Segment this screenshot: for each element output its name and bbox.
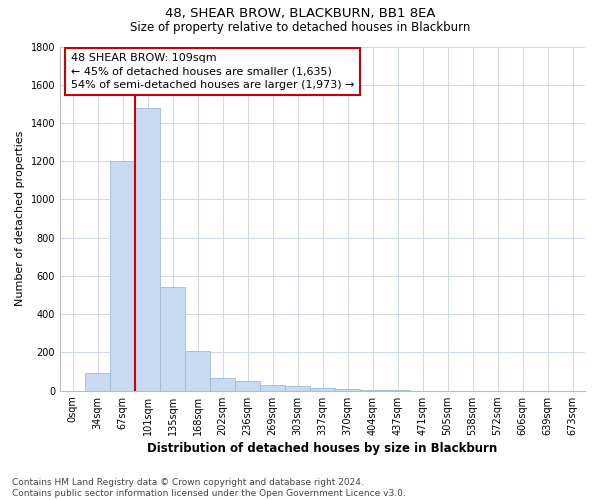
Text: Contains HM Land Registry data © Crown copyright and database right 2024.
Contai: Contains HM Land Registry data © Crown c… xyxy=(12,478,406,498)
Bar xyxy=(235,381,260,390)
Bar xyxy=(260,385,285,390)
Bar xyxy=(85,374,110,390)
Text: 48, SHEAR BROW, BLACKBURN, BB1 8EA: 48, SHEAR BROW, BLACKBURN, BB1 8EA xyxy=(165,8,435,20)
Bar xyxy=(135,108,160,391)
Bar xyxy=(160,288,185,391)
Y-axis label: Number of detached properties: Number of detached properties xyxy=(15,131,25,306)
Bar xyxy=(110,161,135,390)
Bar xyxy=(210,378,235,390)
Text: Size of property relative to detached houses in Blackburn: Size of property relative to detached ho… xyxy=(130,21,470,34)
Bar xyxy=(310,388,335,390)
Bar xyxy=(185,352,210,391)
Bar xyxy=(285,386,310,390)
Bar xyxy=(335,389,360,390)
Text: 48 SHEAR BROW: 109sqm
← 45% of detached houses are smaller (1,635)
54% of semi-d: 48 SHEAR BROW: 109sqm ← 45% of detached … xyxy=(71,54,354,90)
X-axis label: Distribution of detached houses by size in Blackburn: Distribution of detached houses by size … xyxy=(148,442,497,455)
